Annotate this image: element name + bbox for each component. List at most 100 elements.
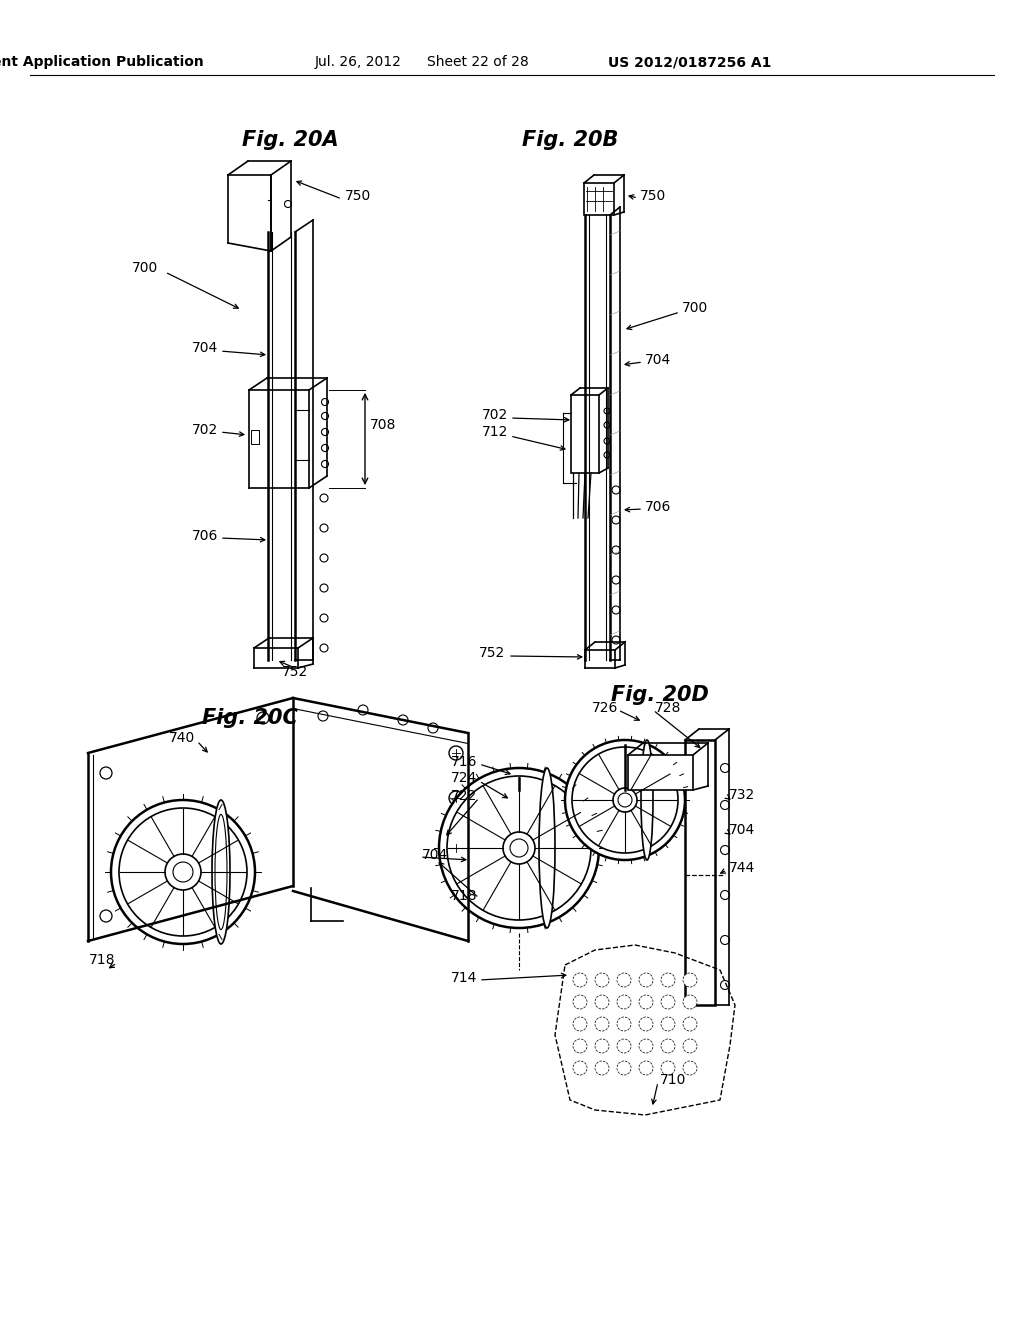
Text: Patent Application Publication: Patent Application Publication (0, 55, 204, 69)
Circle shape (449, 746, 463, 760)
Circle shape (322, 445, 329, 451)
Circle shape (617, 995, 631, 1008)
Text: 704: 704 (191, 341, 218, 355)
Circle shape (100, 909, 112, 921)
Bar (251, 430, 259, 444)
Circle shape (721, 936, 729, 945)
Circle shape (683, 1061, 697, 1074)
Text: 714: 714 (451, 972, 477, 985)
Circle shape (510, 840, 528, 857)
Circle shape (572, 747, 678, 853)
Text: Jul. 26, 2012: Jul. 26, 2012 (314, 55, 401, 69)
Text: 700: 700 (682, 301, 709, 315)
Bar (584, 183, 614, 215)
Circle shape (257, 711, 269, 723)
Text: 740: 740 (169, 731, 195, 744)
Circle shape (604, 408, 610, 414)
Text: 726: 726 (592, 701, 618, 715)
Text: 724: 724 (451, 771, 477, 785)
Circle shape (285, 201, 292, 207)
Text: Fig. 20A: Fig. 20A (242, 129, 338, 150)
Circle shape (173, 862, 193, 882)
Text: 708: 708 (370, 418, 396, 432)
Circle shape (721, 981, 729, 990)
Circle shape (612, 606, 620, 614)
Text: 712: 712 (481, 425, 508, 440)
Circle shape (721, 846, 729, 854)
Circle shape (100, 767, 112, 779)
Circle shape (439, 768, 599, 928)
Circle shape (639, 1061, 653, 1074)
Circle shape (449, 791, 463, 805)
Text: 752: 752 (479, 645, 505, 660)
Text: 716: 716 (451, 755, 477, 770)
Circle shape (617, 973, 631, 987)
Text: 718: 718 (451, 888, 477, 903)
Text: 702: 702 (481, 408, 508, 422)
Circle shape (503, 832, 535, 865)
Circle shape (358, 705, 368, 715)
Circle shape (721, 800, 729, 809)
Circle shape (662, 973, 675, 987)
Circle shape (639, 1039, 653, 1053)
Circle shape (612, 636, 620, 644)
Circle shape (639, 1016, 653, 1031)
Circle shape (721, 891, 729, 899)
Circle shape (428, 723, 438, 733)
Text: 704: 704 (645, 352, 672, 367)
Text: Fig. 20B: Fig. 20B (522, 129, 618, 150)
Circle shape (595, 973, 609, 987)
Circle shape (604, 451, 610, 458)
Circle shape (447, 776, 591, 920)
Circle shape (604, 422, 610, 428)
Text: 700: 700 (132, 261, 158, 275)
Text: Sheet 22 of 28: Sheet 22 of 28 (427, 55, 528, 69)
Circle shape (639, 973, 653, 987)
Circle shape (612, 546, 620, 554)
Circle shape (662, 995, 675, 1008)
Circle shape (318, 711, 328, 721)
Circle shape (604, 438, 610, 444)
Circle shape (573, 1061, 587, 1074)
Text: 732: 732 (729, 788, 756, 803)
Circle shape (165, 854, 201, 890)
Text: 702: 702 (191, 422, 218, 437)
Circle shape (662, 1016, 675, 1031)
Circle shape (595, 1016, 609, 1031)
Circle shape (595, 1061, 609, 1074)
Circle shape (612, 516, 620, 524)
Ellipse shape (641, 741, 653, 861)
Text: 706: 706 (645, 500, 672, 513)
Text: 706: 706 (191, 529, 218, 543)
Text: 750: 750 (345, 189, 372, 203)
Circle shape (319, 644, 328, 652)
Circle shape (683, 1039, 697, 1053)
Circle shape (617, 1061, 631, 1074)
Text: 744: 744 (729, 861, 756, 875)
Circle shape (319, 494, 328, 502)
Circle shape (662, 1039, 675, 1053)
Circle shape (721, 763, 729, 772)
Circle shape (573, 995, 587, 1008)
Text: 710: 710 (660, 1073, 686, 1086)
Circle shape (111, 800, 255, 944)
Circle shape (319, 614, 328, 622)
Circle shape (612, 486, 620, 494)
Circle shape (612, 576, 620, 583)
Circle shape (398, 715, 408, 725)
Text: 704: 704 (422, 847, 449, 862)
Circle shape (319, 583, 328, 591)
Text: 704: 704 (729, 822, 756, 837)
Ellipse shape (215, 814, 227, 929)
Circle shape (595, 1039, 609, 1053)
Circle shape (613, 788, 637, 812)
Text: US 2012/0187256 A1: US 2012/0187256 A1 (608, 55, 772, 69)
Circle shape (595, 995, 609, 1008)
Circle shape (683, 995, 697, 1008)
Circle shape (322, 399, 329, 405)
Circle shape (449, 841, 463, 855)
Circle shape (618, 793, 632, 807)
Text: 750: 750 (640, 189, 667, 203)
Circle shape (662, 1061, 675, 1074)
Circle shape (683, 1016, 697, 1031)
